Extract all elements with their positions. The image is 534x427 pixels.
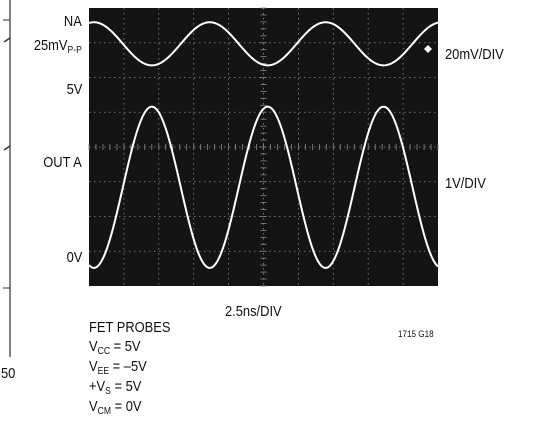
trace-na <box>88 21 439 67</box>
adjacent-curve-fragment <box>3 37 11 151</box>
scope-graticule <box>88 7 439 287</box>
adjacent-figure-edge <box>3 0 11 357</box>
oscilloscope-chart <box>88 7 439 287</box>
trace1-label: NA <box>64 13 82 30</box>
conditions-vee: VEE = –5V <box>89 358 147 377</box>
conditions-vcc: VCC = 5V <box>89 338 141 357</box>
conditions-probes: FET PROBES <box>89 319 171 336</box>
trace1-scale-label: 20mV/DIV <box>445 46 504 63</box>
conditions-vcm: VCM = 0V <box>89 398 142 417</box>
scope-traces <box>88 21 439 269</box>
trigger-marker <box>424 45 432 53</box>
trace2-low-level-label: 0V <box>66 249 82 266</box>
adjacent-tick-label: 50 <box>1 365 16 382</box>
trace-out-a <box>88 105 439 269</box>
trace2-scale-label: 1V/DIV <box>445 175 486 192</box>
x-axis-label: 2.5ns/DIV <box>225 303 282 320</box>
trace2-label: OUT A <box>43 154 82 171</box>
trace1-amplitude-label: 25mVP-P <box>33 37 82 56</box>
figure-id: 1715 G18 <box>398 329 434 339</box>
conditions-vs: +VS = 5V <box>89 378 142 397</box>
trace2-high-level-label: 5V <box>66 81 82 98</box>
